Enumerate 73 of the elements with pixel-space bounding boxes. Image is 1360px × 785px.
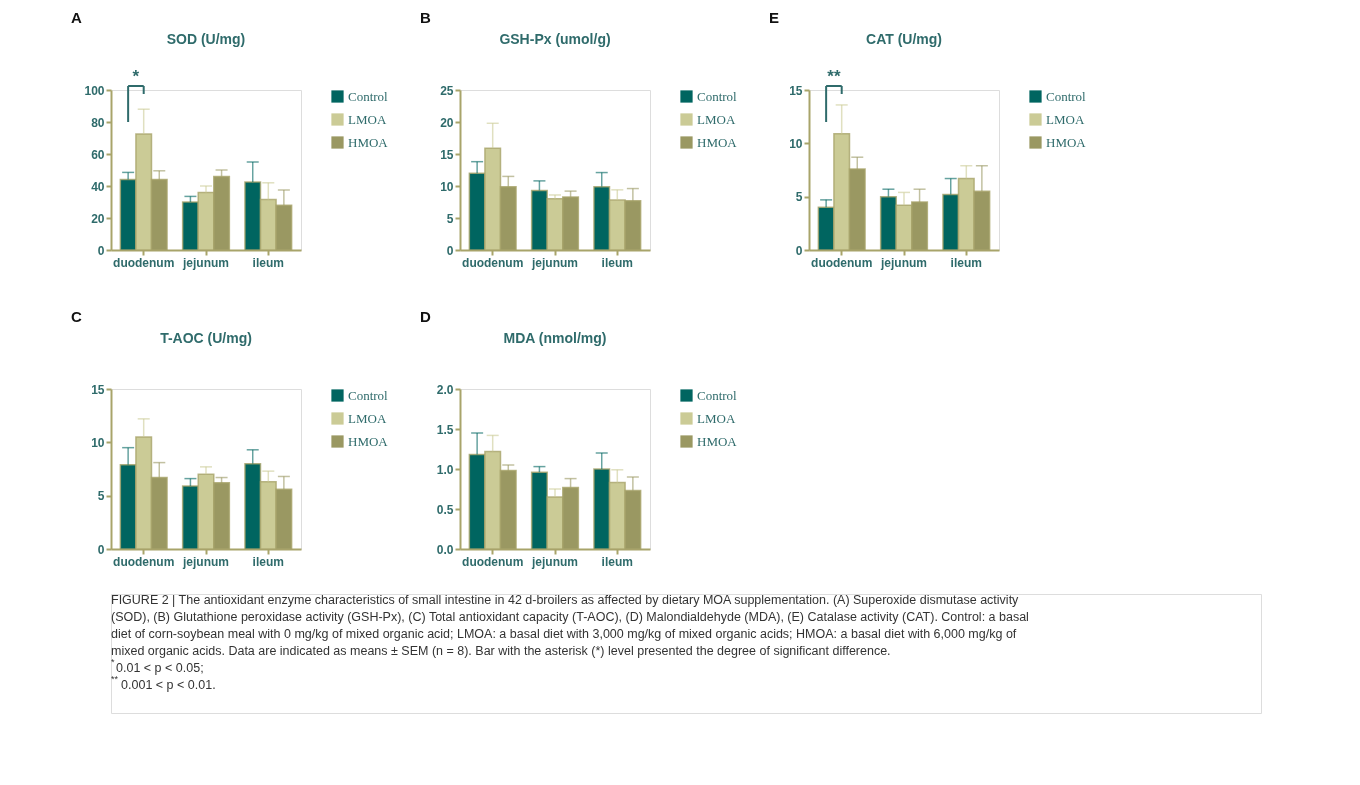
- x-tick-label: jejunum: [530, 255, 579, 270]
- y-tick-label: 20: [440, 115, 454, 130]
- legend-label: LMOA: [697, 111, 736, 127]
- x-tick-label: jejunum: [181, 255, 230, 270]
- legend-label: Control: [1046, 88, 1087, 104]
- chart-title: GSH-Px (umol/g): [499, 31, 611, 47]
- text: A: [71, 9, 82, 26]
- y-tick-label: 0: [446, 243, 454, 258]
- y-tick-label: 15: [789, 83, 803, 98]
- x-tick-label: jejunum: [879, 255, 928, 270]
- x-tick-label: jejunum: [181, 554, 230, 569]
- y-tick-label: 10: [440, 179, 454, 194]
- legend-label: LMOA: [348, 410, 387, 426]
- text: D: [420, 308, 431, 325]
- legend-label: Control: [348, 387, 389, 403]
- y-tick-label: 0: [97, 542, 105, 557]
- x-tick-label: ileum: [252, 255, 284, 270]
- x-tick-label: ileum: [601, 554, 633, 569]
- y-tick-label: 25: [440, 83, 454, 98]
- y-tick-label: 1.0: [436, 462, 454, 477]
- y-tick-label: 15: [440, 147, 454, 162]
- y-tick-label: 5: [97, 489, 105, 504]
- y-tick-label: 1.5: [436, 422, 454, 437]
- text: **: [827, 67, 841, 86]
- y-tick-label: 40: [91, 179, 105, 194]
- y-tick-label: 20: [91, 211, 105, 226]
- y-tick-label: 0.0: [436, 542, 454, 557]
- legend-label: HMOA: [697, 134, 738, 150]
- y-tick-label: 10: [91, 435, 105, 450]
- x-tick-label: duodenum: [113, 554, 175, 569]
- caption: FIGURE 2 | The antioxidant enzyme characteristics of small intestine in 42 d-broilers as affected by dietary MOA supplementation. (A) Superoxide dismutase activity: [111, 593, 1020, 607]
- y-tick-label: 0.5: [436, 502, 454, 517]
- chart-title: SOD (U/mg): [166, 31, 246, 47]
- legend-label: LMOA: [1046, 111, 1085, 127]
- x-tick-label: duodenum: [113, 255, 175, 270]
- chart-title: T-AOC (U/mg): [160, 330, 252, 346]
- y-tick-label: 15: [91, 382, 105, 397]
- y-tick-label: 0: [795, 243, 803, 258]
- y-tick-label: 10: [789, 136, 803, 151]
- text: **0.001 < p < 0.01.: [111, 674, 216, 692]
- text: E: [769, 9, 780, 26]
- legend-label: HMOA: [348, 134, 389, 150]
- x-tick-label: ileum: [950, 255, 982, 270]
- y-tick-label: 100: [84, 83, 105, 98]
- legend-label: LMOA: [348, 111, 387, 127]
- x-tick-label: duodenum: [462, 255, 524, 270]
- x-tick-label: ileum: [252, 554, 284, 569]
- legend-label: Control: [348, 88, 389, 104]
- x-tick-label: duodenum: [811, 255, 873, 270]
- y-tick-label: 80: [91, 115, 105, 130]
- y-tick-label: 5: [795, 190, 803, 205]
- legend-label: HMOA: [348, 433, 389, 449]
- legend-label: HMOA: [1046, 134, 1087, 150]
- legend-label: Control: [697, 387, 738, 403]
- y-tick-label: 5: [446, 211, 454, 226]
- text: *: [132, 67, 140, 86]
- legend-label: HMOA: [697, 433, 738, 449]
- text: B: [420, 9, 431, 26]
- x-tick-label: ileum: [601, 255, 633, 270]
- y-tick-label: 2.0: [436, 382, 454, 397]
- text: C: [71, 308, 82, 325]
- x-tick-label: jejunum: [530, 554, 579, 569]
- y-tick-label: 0: [97, 243, 105, 258]
- legend-label: Control: [697, 88, 738, 104]
- text: *0.01 < p < 0.05;: [111, 657, 204, 675]
- text: mixed organic acids. Data are indicated as means ± SEM (n = 8). Bar with the asterisk (*) level presented the degree of significant difference.: [111, 644, 891, 658]
- chart-title: CAT (U/mg): [866, 31, 942, 47]
- text: diet of corn-soybean meal with 0 mg/kg of mixed organic acid; LMOA: a basal diet with 3,000 mg/kg of mixed organic acids; HMOA: a basal diet with 6,000 mg/kg of: [111, 627, 1017, 641]
- chart-title: MDA (nmol/mg): [503, 330, 607, 346]
- legend-label: LMOA: [697, 410, 736, 426]
- text: (SOD), (B) Glutathione peroxidase activity (GSH-Px), (C) Total antioxidant capacity (T-AOC), (D) Malondialdehyde (MDA), (E) Catalase activity (CAT). Control: a basal: [111, 610, 1029, 624]
- x-tick-label: duodenum: [462, 554, 524, 569]
- y-tick-label: 60: [91, 147, 105, 162]
